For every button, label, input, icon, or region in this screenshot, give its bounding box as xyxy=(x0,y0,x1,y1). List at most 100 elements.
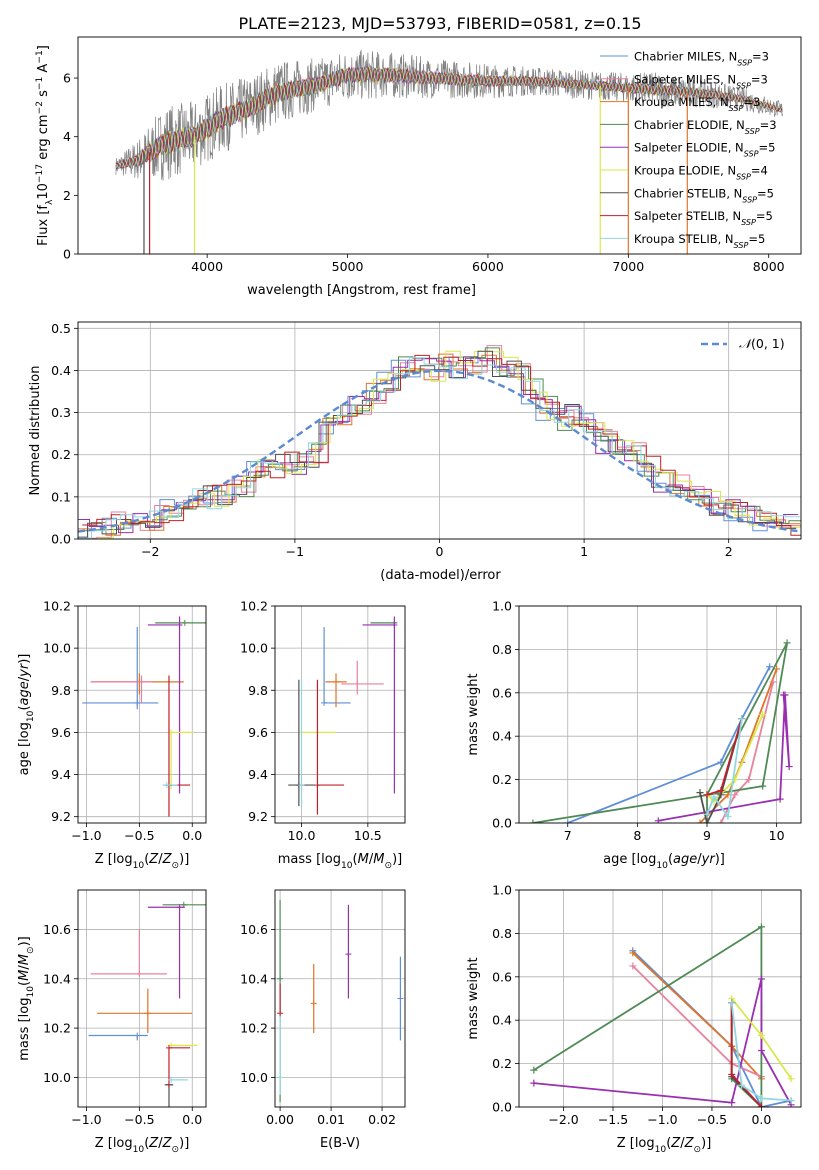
legend-label: Salpeter STELIB, NSSP=5 xyxy=(634,209,773,227)
plot-layer xyxy=(115,49,783,254)
panel-mass-weight-vs-Z: −2.0 −1.5 −1.0 −0.5 0.0 0.0 0.2 0.4 0.6 0.8 1.0 Z [… xyxy=(466,883,802,1155)
x-axis-label: age [log10(age/yr)] xyxy=(603,852,725,871)
data-point xyxy=(277,1010,284,1017)
series-line xyxy=(567,666,771,823)
plot-layer xyxy=(277,899,404,1103)
series-marker xyxy=(564,819,572,823)
y-tick-label: 0.0 xyxy=(492,816,512,831)
y-tick-label: 9.8 xyxy=(248,683,268,698)
series-marker xyxy=(757,1047,765,1055)
y-tick-label: 0.8 xyxy=(492,926,512,941)
series-line xyxy=(706,714,764,803)
y-tick-label: 1.0 xyxy=(492,883,512,898)
y-tick-label: 9.4 xyxy=(248,767,268,782)
series-marker xyxy=(787,1096,795,1104)
x-tick-label: −2 xyxy=(141,544,159,559)
series-marker xyxy=(738,715,746,723)
plot-layer xyxy=(78,345,801,539)
data-point xyxy=(277,1074,284,1081)
series-marker xyxy=(759,711,767,718)
y-tick-label: 10.4 xyxy=(240,971,268,986)
y-tick-label: 10.2 xyxy=(43,599,71,614)
y-tick-label: 0.4 xyxy=(492,1013,512,1028)
y-tick-label: 0.4 xyxy=(51,363,71,378)
y-tick-label: 10.0 xyxy=(240,1070,268,1085)
series-marker xyxy=(787,1075,795,1083)
series-marker xyxy=(757,923,765,931)
y-axis-label: mass weight xyxy=(466,673,481,755)
y-axis-label: Flux [fλ10−17 erg cm−2 s−1 A−1] xyxy=(35,45,55,246)
data-point xyxy=(176,621,183,628)
legend-label: 𝒩(0, 1) xyxy=(739,336,785,351)
y-tick-label: 9.4 xyxy=(51,767,71,782)
data-point xyxy=(181,619,188,626)
x-tick-label: 0.02 xyxy=(368,1112,396,1127)
series-marker xyxy=(757,1094,765,1102)
x-tick-label: −2.0 xyxy=(548,1112,578,1127)
data-point xyxy=(345,951,352,958)
x-axis-label: mass [log10(M/M⊙)] xyxy=(278,852,402,871)
y-tick-label: 0.6 xyxy=(492,685,512,700)
data-point xyxy=(165,1044,172,1051)
x-tick-label: 2 xyxy=(725,544,733,559)
data-point xyxy=(277,975,284,982)
series-marker xyxy=(696,789,704,797)
series-marker xyxy=(728,1099,736,1107)
x-axis-label: Z [log10(Z/Z⊙)] xyxy=(95,852,190,871)
y-tick-label: 0.1 xyxy=(51,489,71,504)
x-tick-label: 10 xyxy=(769,828,785,843)
series-marker xyxy=(530,1079,538,1087)
y-tick-label: 6 xyxy=(63,71,71,86)
panel-age-vs-mass: 10.0 10.5 9.2 9.4 9.6 9.8 10.0 10.2 mass [log10(… xyxy=(240,599,406,871)
series-marker xyxy=(696,819,704,823)
plot-layer xyxy=(529,639,793,823)
x-axis-label: (data-model)/error xyxy=(380,568,501,583)
y-axis-label: mass weight xyxy=(466,957,481,1039)
histogram-step xyxy=(82,354,801,536)
y-tick-label: 10.6 xyxy=(240,922,268,937)
series-marker xyxy=(776,795,784,803)
x-tick-label: 7 xyxy=(564,828,572,843)
panel-mass-vs-Z: −1.0 −0.5 0.0 10.0 10.2 10.4 10.6 Z [log10(Z/Z⊙… xyxy=(17,889,207,1155)
x-axis-label: wavelength [Angstrom, rest frame] xyxy=(247,283,476,298)
x-axis-label: Z [log10(Z/Z⊙)] xyxy=(95,1136,190,1155)
plot-area: 4000 5000 6000 7000 8000 0 2 4 6 wavelength [Angs… xyxy=(17,36,802,1155)
series-marker xyxy=(710,793,718,801)
x-tick-label: 10.0 xyxy=(288,828,316,843)
series-marker xyxy=(629,962,637,970)
series-marker xyxy=(629,949,637,957)
x-axis-label: Z [log10(Z/Z⊙)] xyxy=(617,1136,712,1155)
plot-layer xyxy=(530,923,795,1107)
y-tick-label: 9.2 xyxy=(51,809,71,824)
x-tick-label: 6000 xyxy=(472,259,504,274)
legend-label: Kroupa MILES, NSSP=3 xyxy=(634,95,760,113)
x-tick-label: −0.5 xyxy=(124,828,154,843)
y-tick-label: 0.8 xyxy=(492,642,512,657)
x-tick-label: 0.0 xyxy=(751,1112,771,1127)
y-tick-label: 10.2 xyxy=(240,599,268,614)
panel-mass-weight-vs-age: 7 8 9 10 0.0 0.2 0.4 0.6 0.8 1.0 age [log10(age/yr… xyxy=(466,599,802,871)
series-marker xyxy=(717,786,725,794)
x-tick-label: 0.00 xyxy=(266,1112,294,1127)
legend-label: Kroupa STELIB, NSSP=5 xyxy=(634,232,765,250)
y-tick-label: 2 xyxy=(63,188,71,203)
plot-layer xyxy=(288,616,398,815)
y-tick-label: 0.0 xyxy=(492,1100,512,1115)
y-tick-label: 0.2 xyxy=(492,1056,512,1071)
series-marker xyxy=(769,678,777,686)
histogram-step xyxy=(78,350,797,538)
series-marker xyxy=(529,819,537,823)
y-tick-label: 0.5 xyxy=(51,321,71,336)
y-axis-label: Normed distribution xyxy=(28,366,43,496)
data-point xyxy=(314,782,321,789)
y-tick-label: 10.0 xyxy=(43,1070,71,1085)
model-line xyxy=(115,66,783,169)
legend-label: Salpeter ELODIE, NSSP=5 xyxy=(634,141,775,159)
axes-frame xyxy=(77,36,802,255)
y-tick-label: 0 xyxy=(63,247,71,262)
legend-label: Kroupa ELODIE, NSSP=4 xyxy=(634,164,768,182)
data-point xyxy=(138,678,145,685)
data-point xyxy=(321,699,328,706)
series-line xyxy=(730,1002,792,1102)
